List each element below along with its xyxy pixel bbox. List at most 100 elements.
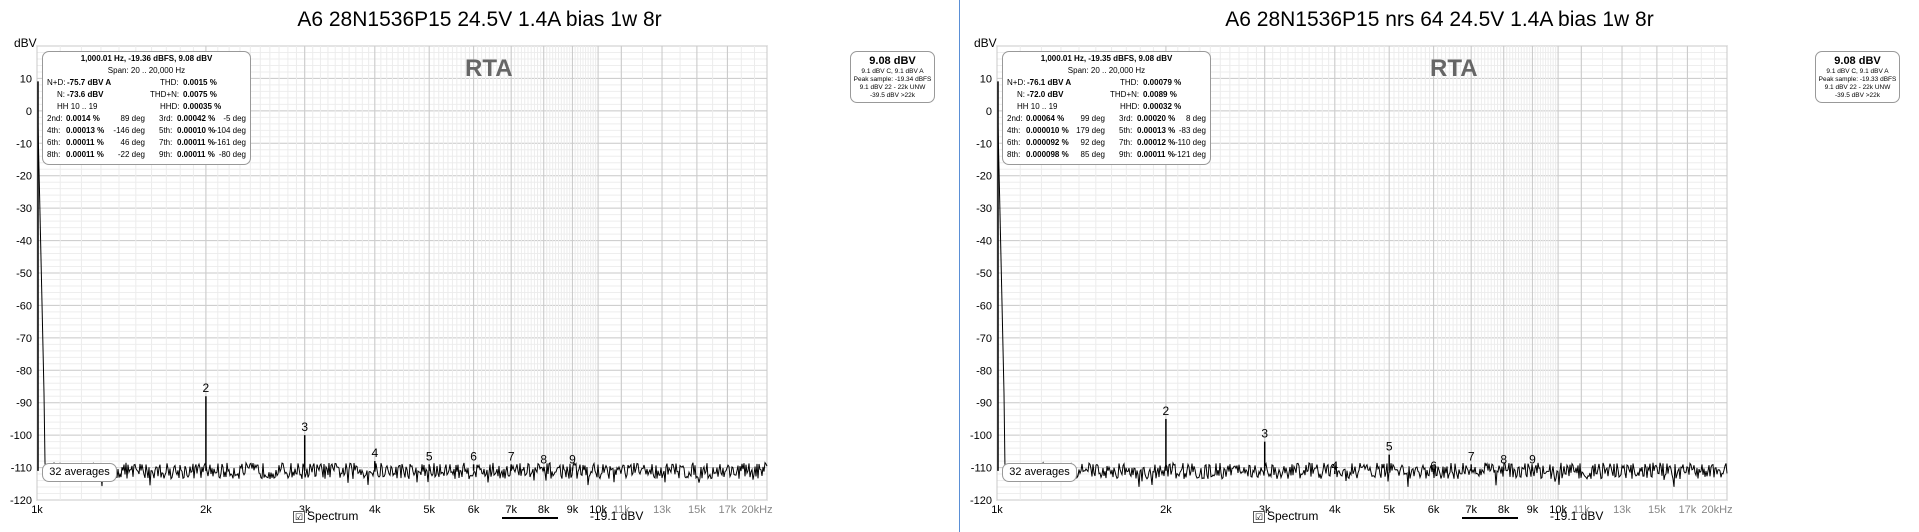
thdn-label: THD+N: xyxy=(1110,90,1140,99)
x-tick-label: 13k xyxy=(1613,504,1631,516)
x-tick-label: 4k xyxy=(1329,504,1341,516)
x-tick-label: 7k xyxy=(505,504,517,516)
harmonic-phase: 99 deg xyxy=(1080,114,1105,123)
x-tick-label: 9k xyxy=(1527,504,1539,516)
y-tick-label: -100 xyxy=(970,430,992,442)
x-tick-label: 20kHz xyxy=(741,504,772,516)
thd-label: THD: xyxy=(160,78,179,87)
harmonic-label: 4 xyxy=(371,446,378,460)
n-label: N: xyxy=(1017,90,1025,99)
x-tick-label: 11k xyxy=(1573,504,1590,516)
harmonic-phase: -80 deg xyxy=(218,150,246,159)
y-tick-label: -80 xyxy=(16,365,32,377)
y-tick-label: -20 xyxy=(16,171,32,183)
harmonic-label: 4 xyxy=(1331,459,1338,473)
nd-value: -76.1 dBV A xyxy=(1027,78,1072,87)
chart-title: A6 28N1536P15 nrs 64 24.5V 1.4A bias 1w … xyxy=(1225,8,1654,31)
x-tick-label: 15k xyxy=(688,504,706,516)
y-tick-label: -90 xyxy=(976,398,992,410)
harmonic-row: 4th: 0.000010 % 179 deg 5th: 0.00013 % -… xyxy=(1003,125,1210,137)
nd-label: N+D: xyxy=(1007,78,1026,87)
y-tick-label: -10 xyxy=(16,138,32,150)
harmonic-row: 2nd: 0.0014 % 89 deg 3rd: 0.00042 % -5 d… xyxy=(43,113,250,125)
harmonic-label: 6th: xyxy=(1007,138,1021,147)
averages-badge[interactable]: 32 averages xyxy=(1002,463,1077,482)
y-tick-label: 0 xyxy=(986,106,992,118)
harmonic-phase: -110 deg xyxy=(1175,138,1206,147)
y-tick-label: -50 xyxy=(976,268,992,280)
x-tick-label: 6k xyxy=(468,504,480,516)
harmonic-phase: 8 deg xyxy=(1185,114,1206,123)
thd-label: THD: xyxy=(1120,78,1139,87)
n-label: N: xyxy=(57,90,65,99)
y-tick-label: -40 xyxy=(976,236,992,248)
chart-title: A6 28N1536P15 24.5V 1.4A bias 1w 8r xyxy=(297,8,662,31)
harmonic-label: 6 xyxy=(470,449,477,463)
level-box[interactable]: 9.08 dBV 9.1 dBV C, 9.1 dBV A Peak sampl… xyxy=(850,51,935,103)
harmonic-row: 6th: 0.000092 % 92 deg 7th: 0.00012 % -1… xyxy=(1003,137,1210,149)
legend-line-swatch xyxy=(502,517,558,519)
harmonic-label: 2 xyxy=(203,381,210,395)
measurement-box[interactable]: 1,000.01 Hz, -19.36 dBFS, 9.08 dBV Span:… xyxy=(42,51,251,165)
legend-value: -19.1 dBV xyxy=(590,509,644,523)
harmonic-row: 8th: 0.00011 % -22 deg 9th: 0.00011 % -8… xyxy=(43,149,250,161)
legend-value: -19.1 dBV xyxy=(1550,509,1604,523)
harmonic-label: 3rd: xyxy=(159,114,173,123)
harmonic-label: 2 xyxy=(1163,404,1170,418)
spectrum-trace xyxy=(37,125,768,487)
level-main: 9.08 dBV xyxy=(1834,55,1881,67)
spectrum-checkbox[interactable]: ☑ xyxy=(293,511,305,523)
hhd-value: 0.00035 % xyxy=(183,102,222,111)
x-tick-label: 10k xyxy=(1549,504,1567,516)
x-tick-label: 5k xyxy=(1383,504,1395,516)
harmonic-row: 8th: 0.000098 % 85 deg 9th: 0.00011 % -1… xyxy=(1003,149,1210,161)
spectrum-checkbox[interactable]: ☑ xyxy=(1253,511,1265,523)
measurement-header: 1,000.01 Hz, -19.35 dBFS, 9.08 dBV xyxy=(1040,54,1173,63)
harmonic-label: 7 xyxy=(1468,449,1475,463)
harmonic-value: 0.00020 % xyxy=(1137,114,1176,123)
harmonic-value: 0.00011 % xyxy=(1137,150,1175,159)
harmonic-label: 9 xyxy=(1529,453,1536,467)
measurement-box[interactable]: 1,000.01 Hz, -19.35 dBFS, 9.08 dBV Span:… xyxy=(1002,51,1211,165)
level-line: 9.1 dBV C, 9.1 dBV A xyxy=(1826,68,1889,75)
averages-badge[interactable]: 32 averages xyxy=(42,463,117,482)
nd-label: N+D: xyxy=(47,78,66,87)
y-tick-label: -60 xyxy=(976,300,992,312)
harmonic-label: 8 xyxy=(1500,453,1507,467)
harmonic-value: 0.0014 % xyxy=(66,114,100,123)
harmonic-label: 4th: xyxy=(47,126,61,135)
x-tick-label: 15k xyxy=(1648,504,1666,516)
x-tick-label: 6k xyxy=(1428,504,1440,516)
x-tick-label: 2k xyxy=(1160,504,1172,516)
harmonic-value: 0.00011 % xyxy=(177,138,215,147)
harmonic-value: 0.00012 % xyxy=(1137,138,1176,147)
thd-value: 0.00079 % xyxy=(1143,78,1182,87)
rta-panel-right: A6 28N1536P15 nrs 64 24.5V 1.4A bias 1w … xyxy=(960,0,1919,532)
x-tick-label: 17k xyxy=(719,504,737,516)
harmonic-phase: -104 deg xyxy=(214,126,246,135)
harmonic-value: 0.00013 % xyxy=(66,126,105,135)
y-tick-label: 0 xyxy=(26,106,32,118)
y-tick-label: -70 xyxy=(976,333,992,345)
harmonic-label: 5 xyxy=(426,449,433,463)
level-line: 9.1 dBV 22 - 22k UNW xyxy=(859,84,926,91)
spectrum-label: Spectrum xyxy=(307,509,359,523)
level-main: 9.08 dBV xyxy=(869,55,916,67)
level-line: -39.5 dBV >22k xyxy=(870,92,915,99)
spectrum-trace xyxy=(997,125,1728,487)
thdn-label: THD+N: xyxy=(150,90,180,99)
x-tick-label: 13k xyxy=(653,504,671,516)
harmonic-value: 0.000010 % xyxy=(1026,126,1069,135)
y-axis-unit: dBV xyxy=(974,36,997,50)
harmonic-label: 2nd: xyxy=(47,114,63,123)
x-tick-label: 5k xyxy=(423,504,435,516)
y-tick-label: -110 xyxy=(11,463,32,475)
harmonic-phase: 89 deg xyxy=(120,114,145,123)
level-box[interactable]: 9.08 dBV 9.1 dBV C, 9.1 dBV A Peak sampl… xyxy=(1815,51,1900,103)
measurement-header: 1,000.01 Hz, -19.36 dBFS, 9.08 dBV xyxy=(80,54,213,63)
nd-value: -75.7 dBV A xyxy=(67,78,112,87)
level-line: Peak sample: -19.34 dBFS xyxy=(853,76,932,83)
spectrum-label: Spectrum xyxy=(1267,509,1319,523)
y-tick-label: -30 xyxy=(976,203,992,215)
harmonic-row: 6th: 0.00011 % 46 deg 7th: 0.00011 % -16… xyxy=(43,137,250,149)
